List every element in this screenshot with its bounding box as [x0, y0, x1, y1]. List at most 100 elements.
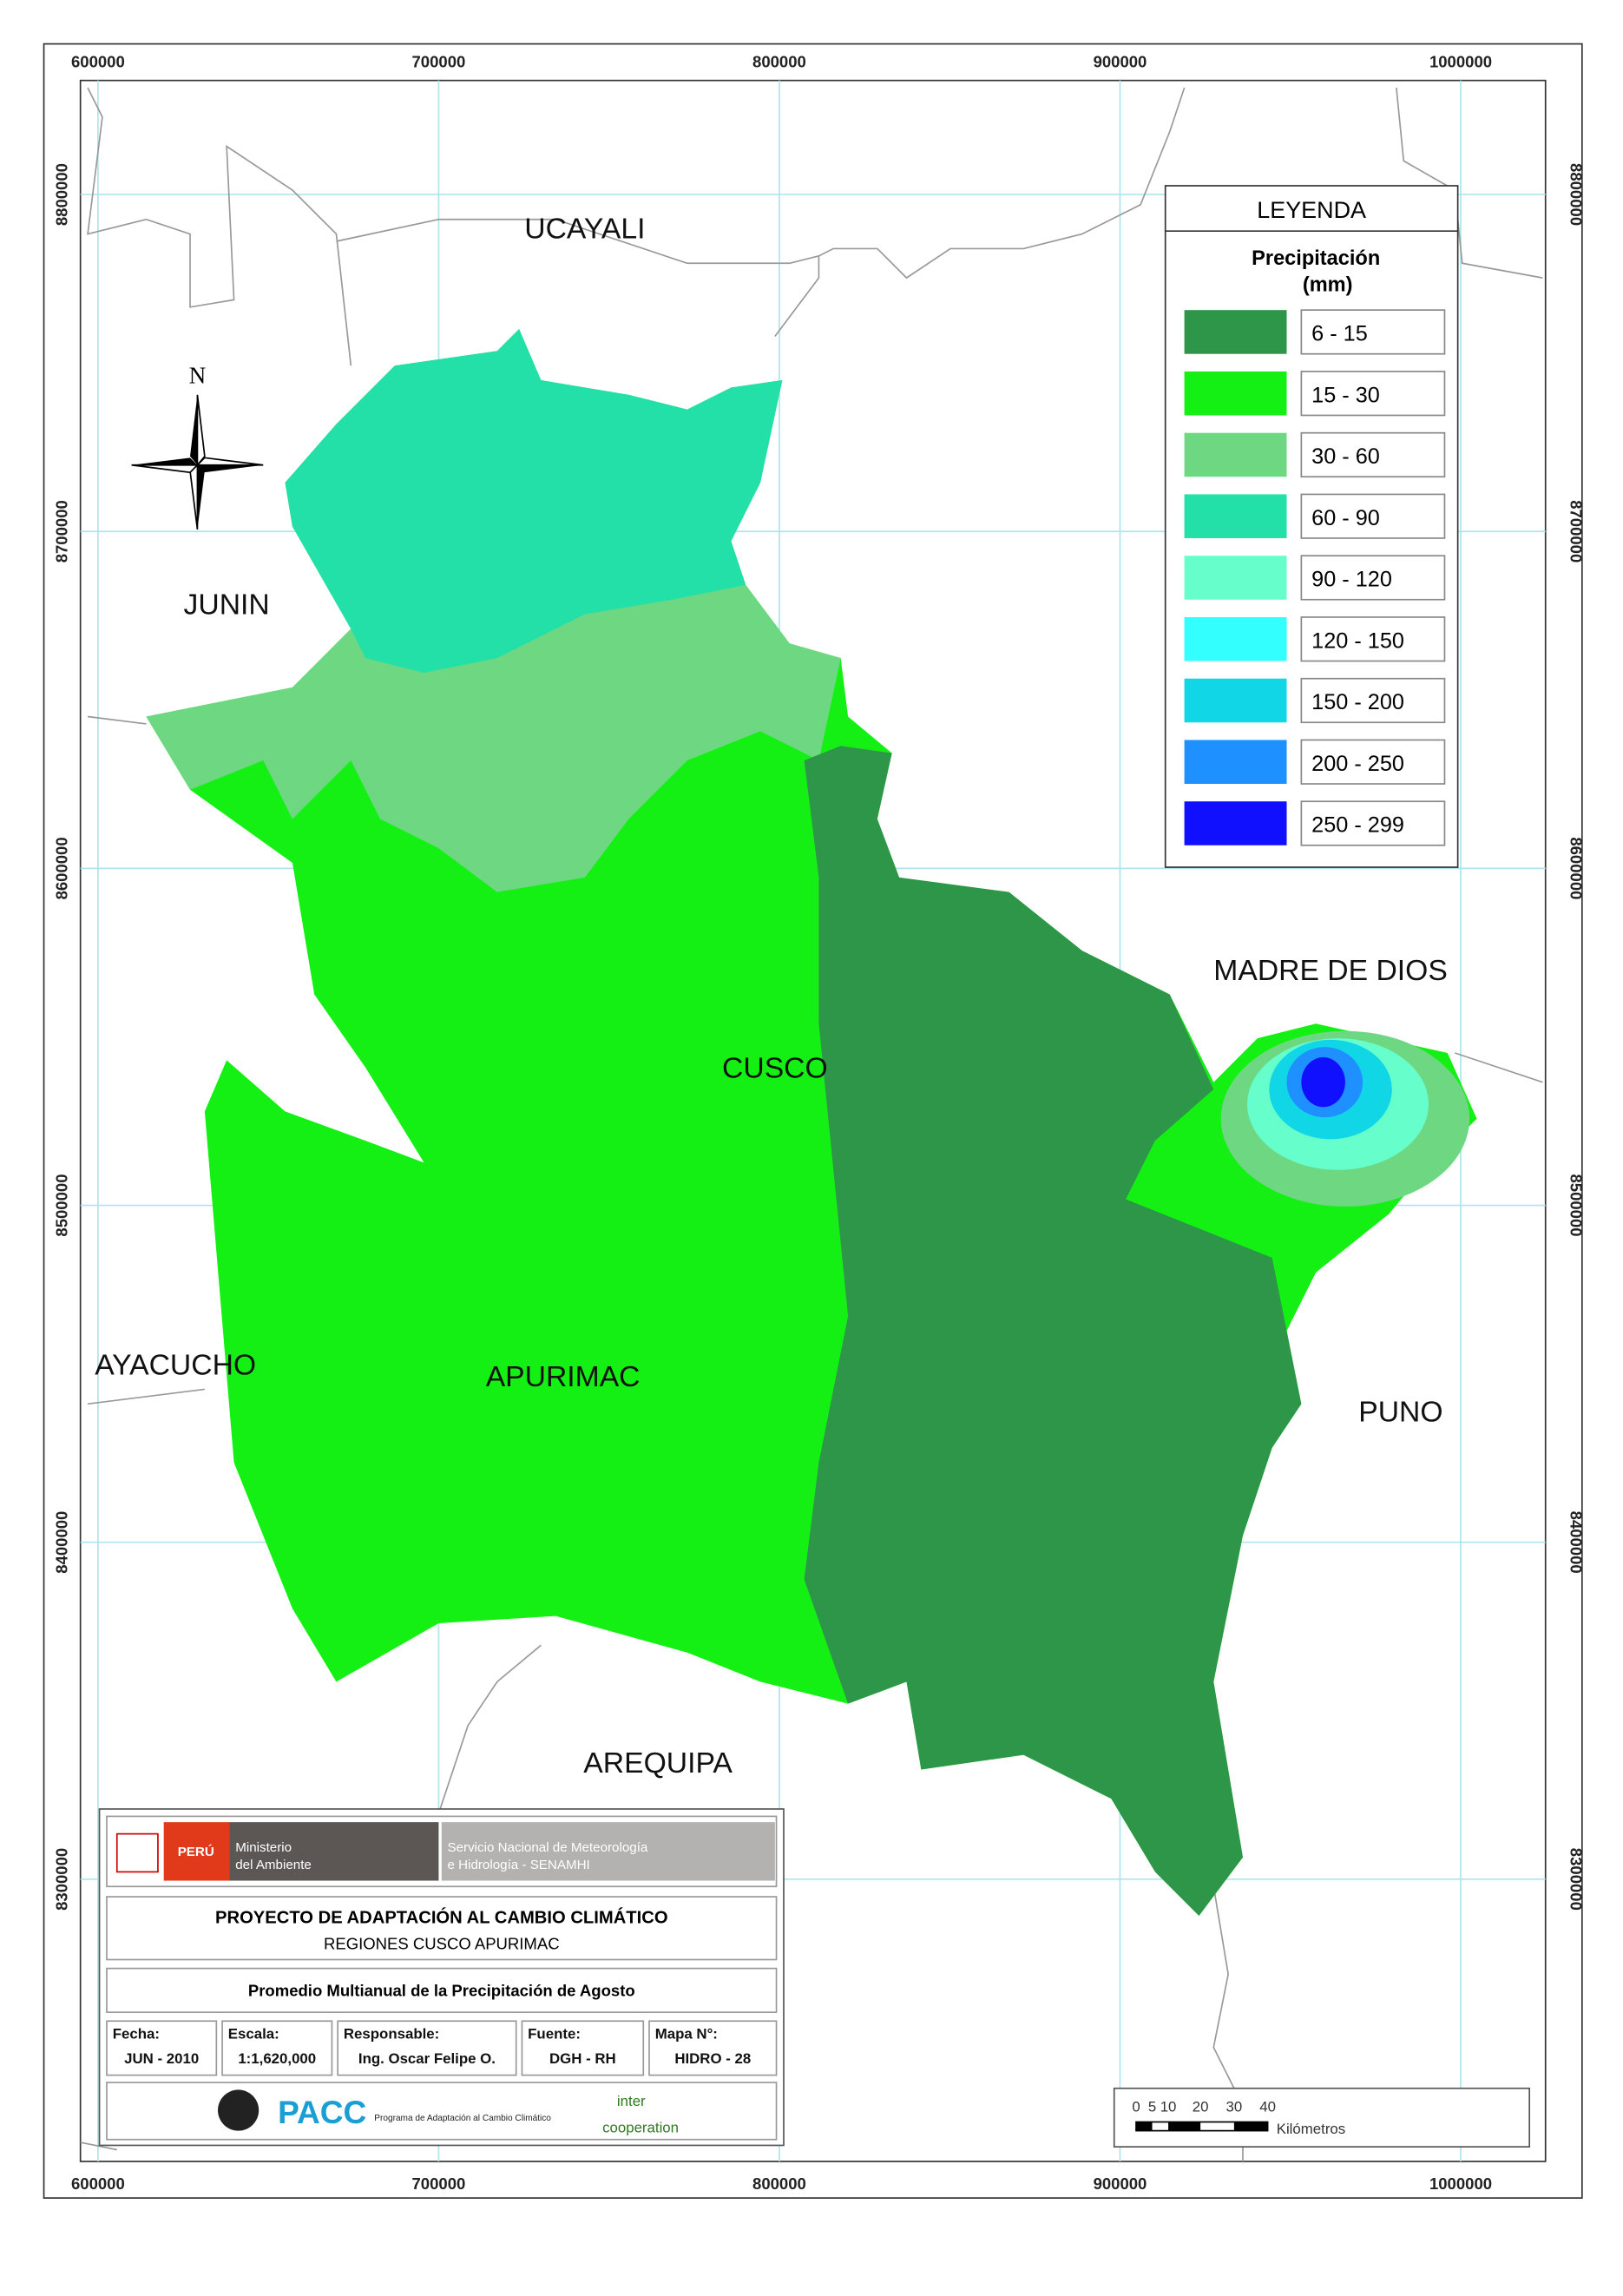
field-value: HIDRO - 28	[674, 2050, 751, 2067]
region-label: PUNO	[1358, 1397, 1442, 1429]
legend: LEYENDA Precipitación (mm) 6 - 15 15 - 30…	[1164, 185, 1459, 868]
outer-frame	[43, 43, 1583, 2199]
scale-tick-label: 0	[1132, 2099, 1140, 2115]
field-value: JUN - 2010	[124, 2050, 199, 2067]
field-box	[521, 2020, 645, 2076]
y-tick-label: 8300000	[52, 1848, 70, 1911]
legend-swatch	[1184, 801, 1287, 845]
legend-swatch	[1184, 678, 1287, 723]
y-tick-label: 8300000	[1567, 1848, 1585, 1911]
title-block: PERÚ Ministerio del Ambiente Servicio Na…	[98, 1808, 785, 2147]
inter-logo: cooperation	[602, 2119, 679, 2135]
boundary	[336, 87, 1186, 280]
region-label: AREQUIPA	[583, 1747, 733, 1780]
ministry-label: Ministerio	[235, 1840, 292, 1855]
region-label: APURIMAC	[486, 1361, 641, 1393]
legend-label-box	[1300, 309, 1446, 355]
y-tick-label: 8400000	[1567, 1511, 1585, 1574]
legend-swatch	[1184, 740, 1287, 785]
y-tick-label: 8700000	[52, 500, 70, 562]
boundary	[87, 1388, 205, 1405]
boundary	[87, 87, 352, 366]
legend-label: 90 - 120	[1311, 568, 1392, 592]
legend-label-box	[1300, 431, 1446, 478]
field-value: DGH - RH	[549, 2050, 616, 2067]
globe-logo	[218, 2089, 260, 2131]
legend-label: 60 - 90	[1311, 506, 1380, 530]
legend-swatch	[1184, 556, 1287, 600]
fields: Fecha: JUN - 2010 Escala: 1:1,620,000 Respon…	[106, 2020, 778, 2076]
y-tick-label: 8600000	[1567, 837, 1585, 899]
region-label: MADRE DE DIOS	[1213, 955, 1448, 987]
scale-box	[1113, 2087, 1531, 2148]
scale-tick-label: 20	[1193, 2099, 1209, 2115]
senamhi-box	[441, 1822, 775, 1881]
field-label: Responsable:	[344, 2025, 439, 2042]
legend-label-box	[1300, 739, 1446, 785]
x-tick-label: 1000000	[1429, 2174, 1492, 2193]
boundary	[87, 715, 147, 725]
precipitation-zones	[146, 329, 1477, 1916]
x-tick-label: 1000000	[1429, 53, 1492, 71]
map-title-row	[106, 1967, 778, 2013]
legend-swatch	[1184, 371, 1287, 416]
x-tick-label: 800000	[752, 53, 806, 71]
peru-shield	[115, 1832, 159, 1873]
pacc-name: Programa de Adaptación al Cambio Climáti…	[374, 2114, 551, 2123]
senamhi-label: e Hidrología - SENAMHI	[448, 1858, 590, 1872]
legend-label: 250 - 299	[1311, 813, 1404, 838]
legend-swatch	[1184, 432, 1287, 477]
field-label: Fuente:	[528, 2025, 581, 2042]
legend-label-box	[1300, 616, 1446, 662]
field-label: Fecha:	[113, 2025, 160, 2042]
legend-swatch	[1184, 494, 1287, 538]
scale-segment	[1168, 2122, 1201, 2131]
region-label: AYACUCHO	[95, 1350, 256, 1382]
x-tick-label: 600000	[71, 2174, 125, 2193]
north-label: N	[189, 362, 206, 388]
scale-unit: Kilómetros	[1277, 2121, 1346, 2137]
inter-logo: inter	[617, 2093, 646, 2109]
field-box	[337, 2020, 517, 2076]
legend-title: LEYENDA	[1257, 197, 1366, 223]
legend-label-box	[1300, 677, 1446, 724]
project-regions: REGIONES CUSCO APURIMAC	[324, 1935, 560, 1953]
boundary	[1454, 1052, 1543, 1083]
field-label: Mapa N°:	[655, 2025, 718, 2042]
y-tick-label: 8600000	[52, 837, 70, 899]
scale-segment	[1233, 2122, 1268, 2131]
zone-60-90	[285, 329, 783, 673]
y-tick-label: 8800000	[1567, 163, 1585, 226]
legend-label-box	[1300, 800, 1446, 846]
field-box	[106, 2020, 218, 2076]
x-tick-label: 900000	[1094, 53, 1147, 71]
project-title: PROYECTO DE ADAPTACIÓN AL CAMBIO CLIMÁTI…	[215, 1906, 668, 1927]
legend-label: 30 - 60	[1311, 444, 1380, 469]
ministry-box	[229, 1822, 439, 1881]
region-labels: UCAYALI JUNIN MADRE DE DIOS CUSCO AYACUCHO AP…	[95, 214, 1448, 1780]
scale-tick-label: 40	[1259, 2099, 1276, 2115]
y-tick-label: 8800000	[52, 163, 70, 226]
field-value: 1:1,620,000	[238, 2050, 316, 2067]
scale-bar: Kilómetros 0 5 10 20 30 40	[1113, 2087, 1531, 2148]
scale-tick-label: 10	[1160, 2099, 1177, 2115]
boundary	[437, 1644, 542, 1814]
scale-tick-label: 5	[1148, 2099, 1156, 2115]
field-value: Ing. Oscar Felipe O.	[358, 2050, 496, 2067]
north-arrow: N	[131, 362, 264, 530]
region-label: CUSCO	[722, 1053, 828, 1085]
peru-label: PERÚ	[178, 1844, 214, 1859]
x-tick-label: 700000	[412, 53, 466, 71]
field-box	[221, 2020, 333, 2076]
legend-swatch	[1184, 310, 1287, 354]
x-tick-label: 800000	[752, 2174, 806, 2193]
ministry-label: del Ambiente	[235, 1858, 312, 1872]
field-label: Escala:	[228, 2025, 279, 2042]
region-label: JUNIN	[184, 589, 270, 622]
map-title: Promedio Multianual de la Precipitación …	[248, 1982, 635, 2000]
y-tick-label: 8500000	[1567, 1174, 1585, 1236]
region-label: UCAYALI	[524, 214, 645, 246]
y-tick-label: 8500000	[52, 1174, 70, 1236]
field-box	[648, 2020, 778, 2076]
